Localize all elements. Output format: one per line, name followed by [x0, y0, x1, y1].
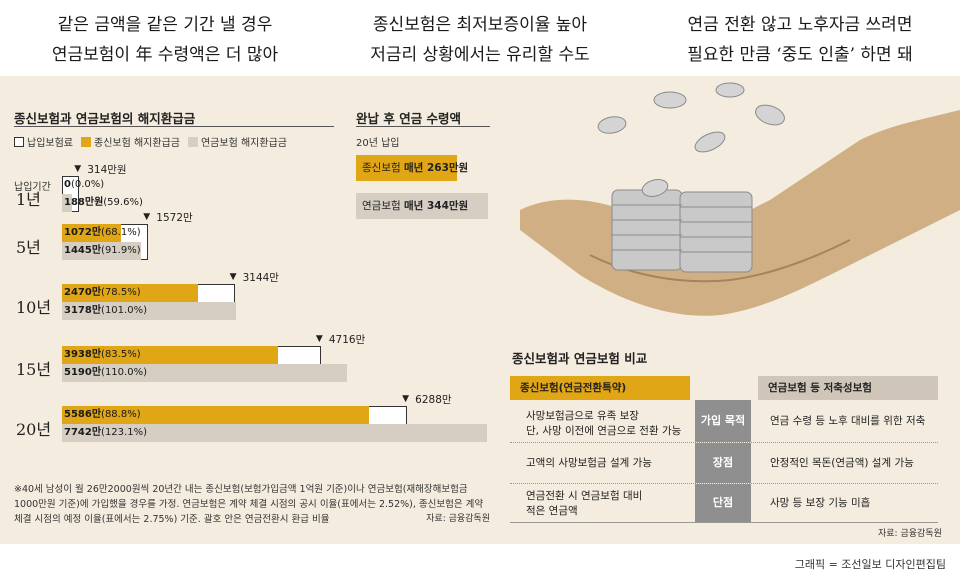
legend-swatch-annuity	[187, 137, 198, 147]
footnote-source: 자료: 금융감독원	[426, 514, 490, 524]
whole-life-value-3: 3938만(83.5%)	[64, 349, 141, 360]
headline-3-line1: 연금 전환 않고 노후자금 쓰려면	[687, 15, 913, 35]
legend-item-premium: 납입보험료	[14, 134, 73, 149]
payout-value-annuity: 매년 344만원	[403, 200, 469, 212]
premium-marker-0: ▼	[74, 164, 82, 174]
row-purpose-right: 연금 수령 등 노후 대비를 위한 저축	[770, 415, 926, 427]
table-source: 자료: 금융감독원	[878, 529, 942, 539]
payout-chart-title: 완납 후 연금 수령액	[356, 111, 462, 126]
y-axis-title: 납입기간	[14, 182, 51, 193]
headline-2: 종신보험은 최저보증이율 높아 저금리 상황에서는 유리할 수도	[330, 10, 630, 70]
annuity-value-1: 1445만(91.9%)	[64, 245, 141, 256]
annuity-value-3: 5190만(110.0%)	[64, 367, 147, 378]
payout-label-whole-life: 종신보험	[362, 162, 404, 174]
row-purpose-label: 가입 목적	[695, 400, 751, 442]
row-pros-left: 고액의 사망보험금 설계 가능	[526, 457, 652, 469]
payout-title-rule	[356, 126, 490, 127]
whole-life-bar-2	[62, 284, 198, 302]
legend-label-annuity: 연금보험 해지환급금	[200, 138, 287, 149]
whole-life-value-4: 5586만(88.8%)	[64, 409, 141, 420]
headline-2-line2: 저금리 상황에서는 유리할 수도	[370, 45, 590, 65]
whole-life-value-0: 0(0.0%)	[64, 179, 105, 190]
headline-3-line2: 필요한 만큼 ‘중도 인출’ 하면 돼	[687, 45, 913, 65]
annuity-value-4: 7742만(123.1%)	[64, 427, 147, 438]
annuity-bar-1	[62, 242, 142, 260]
premium-marker-4: ▼	[402, 394, 410, 404]
category-label-0: 1년	[16, 190, 41, 209]
table-header-whole-life: 종신보험(연금전환특약)	[510, 376, 690, 400]
row-pros-right: 안정적인 목돈(연금액) 설계 가능	[770, 457, 914, 469]
row-cons-right: 사망 등 보장 기능 미흡	[770, 497, 871, 509]
row-cons-label: 단점	[695, 484, 751, 522]
premium-marker-2: ▼	[229, 272, 237, 282]
headline-1-line1: 같은 금액을 같은 기간 낼 경우	[57, 15, 273, 35]
premium-value-3: 4716만	[328, 334, 366, 346]
annuity-bar-0	[62, 194, 73, 212]
payout-value-whole-life: 매년 263만원	[403, 162, 469, 174]
premium-value-4: 6288만	[415, 394, 452, 406]
whole-life-bar-3	[62, 346, 279, 364]
premium-marker-3: ▼	[315, 334, 323, 344]
category-label-3: 15년	[16, 360, 52, 379]
whole-life-bar-4	[62, 406, 369, 424]
row-cons-left: 연금전환 시 연금보험 대비 적은 연금액	[526, 490, 643, 517]
premium-value-2: 3144만	[242, 272, 279, 284]
category-label-4: 20년	[16, 420, 52, 439]
payout-subtitle: 20년 납입	[356, 138, 400, 149]
table-header-annuity: 연금보험 등 저축성보험	[758, 376, 938, 400]
footnote: ※40세 남성이 월 26만2000원씩 20년간 내는 종신보험(보험가입금액…	[14, 482, 490, 527]
row-divider-1	[510, 442, 938, 443]
table-title: 종신보험과 연금보험 비교	[512, 351, 648, 366]
category-label-1: 5년	[16, 238, 41, 257]
annuity-value-2: 3178만(101.0%)	[64, 305, 147, 316]
whole-life-value-2: 2470만(78.5%)	[64, 287, 141, 298]
chart-legend: 납입보험료 종신보험 해지환급금 연금보험 해지환급금	[14, 134, 287, 149]
whole-life-bar-1	[62, 224, 121, 242]
annuity-bar-4	[62, 424, 487, 442]
falling-coins	[597, 82, 785, 197]
surrender-chart-title: 종신보험과 연금보험의 해지환급금	[14, 111, 196, 126]
legend-swatch-whole-life	[81, 137, 91, 147]
row-purpose-left: 사망보험금으로 유족 보장 단, 사망 이전에 연금으로 전환 가능	[526, 410, 682, 437]
legend-label-premium: 납입보험료	[27, 138, 73, 149]
headline-3: 연금 전환 않고 노후자금 쓰려면 필요한 만큼 ‘중도 인출’ 하면 돼	[650, 10, 950, 70]
headline-2-line1: 종신보험은 최저보증이율 높아	[372, 15, 588, 35]
annuity-bar-3	[62, 364, 347, 382]
headline-1: 같은 금액을 같은 기간 낼 경우 연금보험이 年 수령액은 더 많아	[20, 10, 310, 70]
category-label-2: 10년	[16, 298, 52, 317]
legend-item-whole-life: 종신보험 해지환급금	[81, 134, 180, 149]
payout-bar-whole-life: 종신보험 매년 263만원	[356, 155, 468, 181]
legend-label-whole-life: 종신보험 해지환급금	[94, 138, 180, 149]
row-divider-2	[510, 483, 938, 484]
premium-value-0: 314만원	[87, 164, 127, 176]
premium-value-1: 1572만	[156, 212, 193, 224]
annuity-value-0: 188만원(59.6%)	[64, 197, 143, 208]
footnote-text: ※40세 남성이 월 26만2000원씩 20년간 내는 종신보험(보험가입금액…	[14, 484, 484, 525]
graphic-credit: 그래픽 = 조선일보 디자인편집팀	[794, 558, 946, 571]
row-pros-label: 장점	[695, 443, 751, 483]
payout-label-annuity: 연금보험	[362, 200, 404, 212]
premium-marker-1: ▼	[143, 212, 151, 222]
coin-stack	[611, 189, 753, 273]
hand-coins-illustration	[520, 82, 960, 316]
legend-item-annuity: 연금보험 해지환급금	[187, 134, 287, 149]
title-rule	[14, 126, 334, 127]
legend-swatch-premium	[14, 137, 24, 147]
payout-bar-annuity: 연금보험 매년 344만원	[356, 193, 488, 219]
headline-1-line2: 연금보험이 年 수령액은 더 많아	[51, 45, 279, 65]
whole-life-value-1: 1072만(68.1%)	[64, 227, 141, 238]
table-bottom-rule	[510, 522, 938, 523]
annuity-bar-2	[62, 302, 237, 320]
